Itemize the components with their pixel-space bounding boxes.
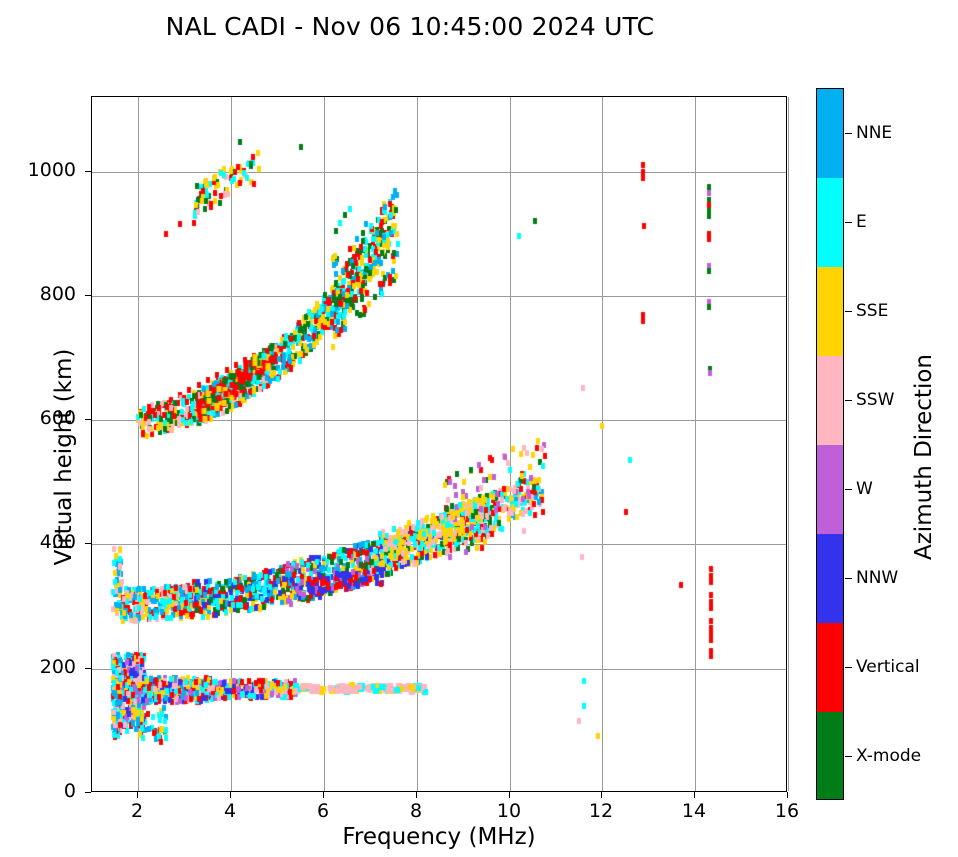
x-tick xyxy=(509,792,510,798)
colorbar-segment-sse xyxy=(817,267,843,356)
colorbar-label-nnw: NNW xyxy=(856,568,899,588)
colorbar-tick xyxy=(845,489,852,490)
colorbar-segment-w xyxy=(817,445,843,534)
colorbar-segment-e xyxy=(817,178,843,267)
y-tick xyxy=(85,295,91,296)
colorbar-segment-nnw xyxy=(817,534,843,623)
x-tick-label: 16 xyxy=(774,800,800,822)
colorbar-tick xyxy=(845,578,852,579)
x-tick-label: 2 xyxy=(130,800,144,822)
x-tick xyxy=(601,792,602,798)
colorbar-tick xyxy=(845,400,852,401)
y-tick-label: 600 xyxy=(39,407,76,429)
x-tick-label: 14 xyxy=(681,800,707,822)
x-tick xyxy=(416,792,417,798)
colorbar-tick xyxy=(845,311,852,312)
y-tick xyxy=(85,668,91,669)
colorbar-tick xyxy=(845,756,852,757)
page-title: NAL CADI - Nov 06 10:45:00 2024 UTC xyxy=(165,12,655,41)
y-tick-label: 400 xyxy=(39,531,76,553)
y-tick-label: 1000 xyxy=(27,159,76,181)
y-tick-label: 0 xyxy=(63,780,76,802)
x-tick xyxy=(694,792,695,798)
azimuth-colorbar xyxy=(816,88,844,800)
colorbar-label-x-mode: X-mode xyxy=(856,746,922,766)
colorbar-label-sse: SSE xyxy=(856,301,889,321)
colorbar-tick xyxy=(845,667,852,668)
x-tick-label: 4 xyxy=(223,800,237,822)
y-tick-label: 200 xyxy=(39,656,76,678)
x-tick-label: 10 xyxy=(496,800,522,822)
colorbar-label-e: E xyxy=(856,212,867,232)
x-tick-label: 6 xyxy=(316,800,330,822)
ionogram-plot-area xyxy=(91,96,789,793)
x-axis-title: Frequency (MHz) xyxy=(342,824,536,850)
colorbar-segment-vertical xyxy=(817,623,843,712)
y-tick xyxy=(85,419,91,420)
y-tick xyxy=(85,171,91,172)
y-tick xyxy=(85,792,91,793)
y-tick xyxy=(85,543,91,544)
colorbar-tick xyxy=(845,133,852,134)
colorbar-label-w: W xyxy=(856,479,873,499)
x-tick-label: 12 xyxy=(588,800,614,822)
colorbar-segment-ssw xyxy=(817,356,843,445)
colorbar-segment-x-mode xyxy=(817,712,843,799)
colorbar-tick xyxy=(845,222,852,223)
y-tick-label: 800 xyxy=(39,283,76,305)
x-tick xyxy=(137,792,138,798)
x-tick-label: 8 xyxy=(409,800,423,822)
x-tick xyxy=(787,792,788,798)
colorbar-label-nne: NNE xyxy=(856,123,893,143)
colorbar-label-vertical: Vertical xyxy=(856,657,920,677)
ionogram-scatter-canvas xyxy=(92,97,788,793)
colorbar-segment-nne xyxy=(817,89,843,178)
x-tick xyxy=(230,792,231,798)
x-tick xyxy=(323,792,324,798)
colorbar-label-ssw: SSW xyxy=(856,390,895,410)
